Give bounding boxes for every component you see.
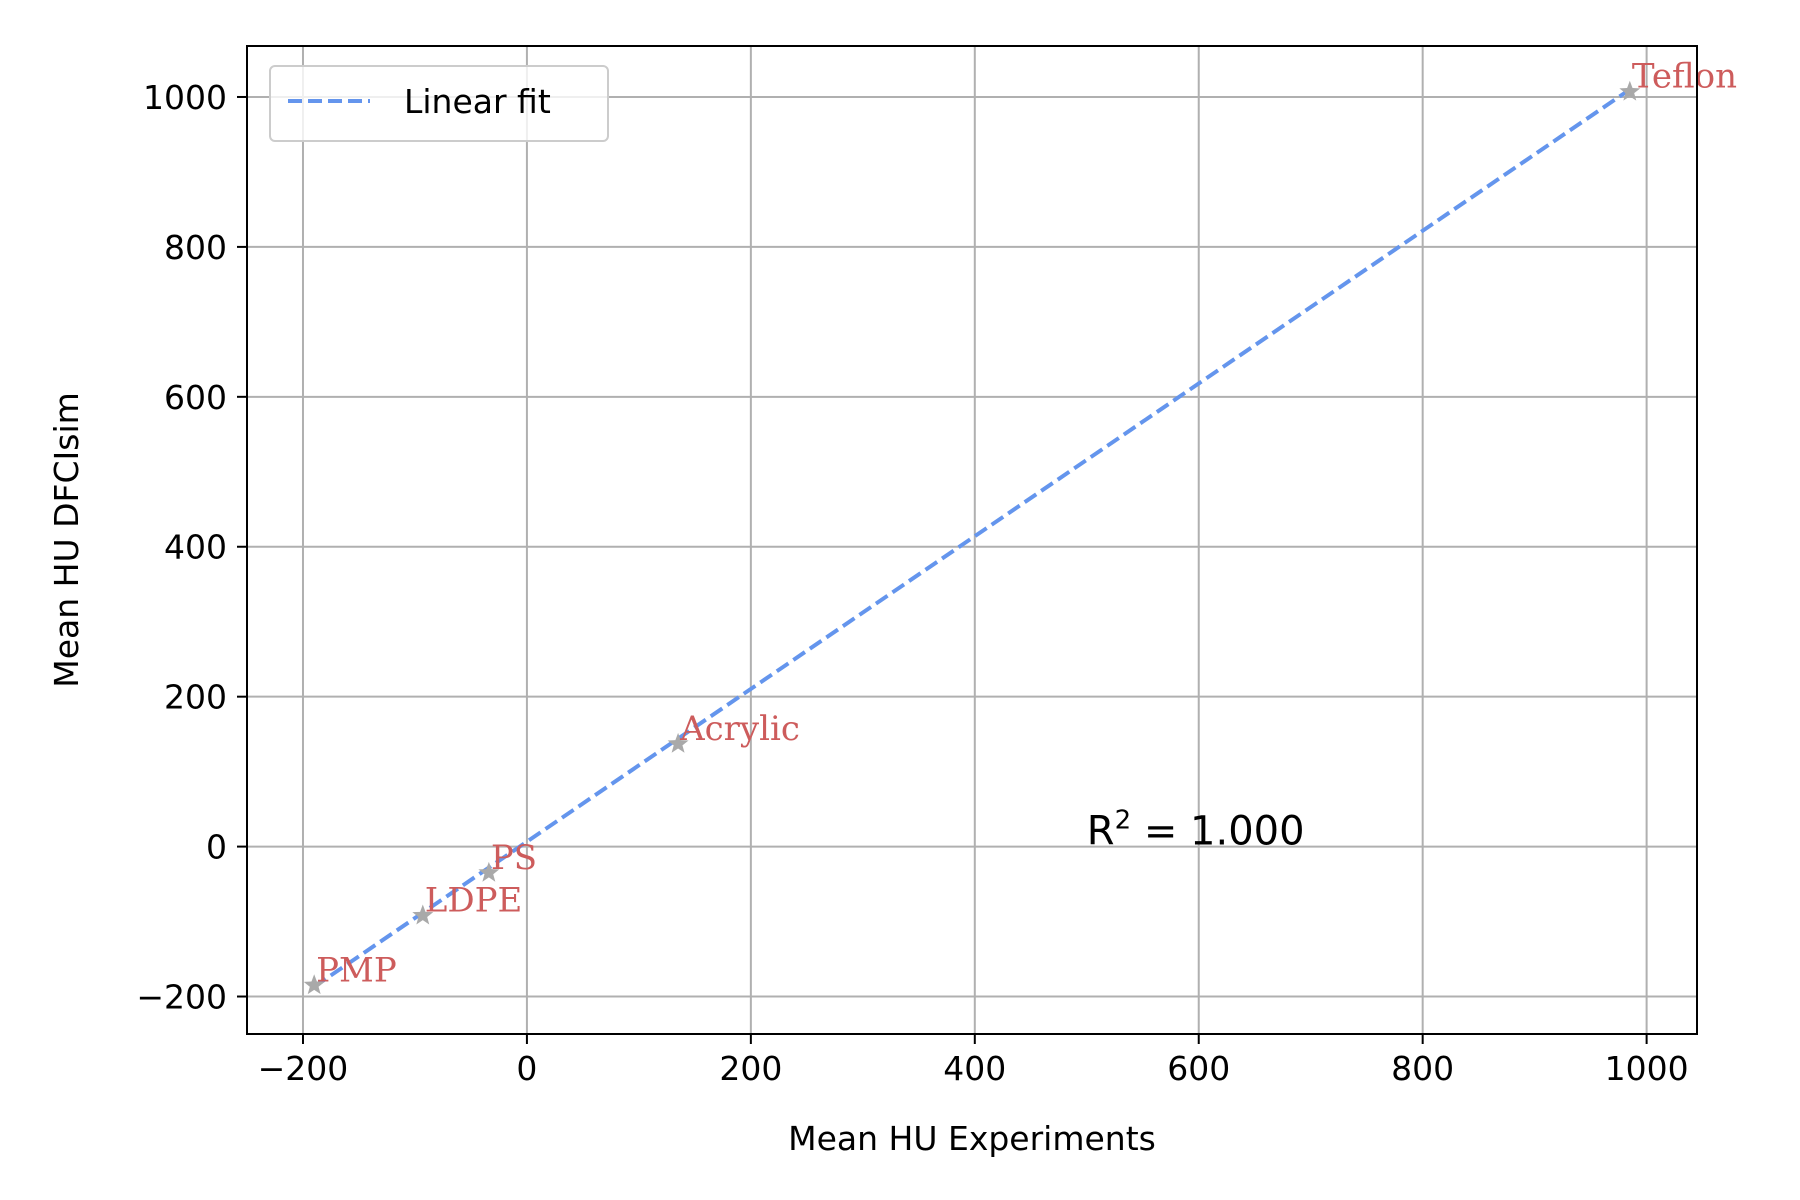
y-tick-label: −200 bbox=[136, 978, 227, 1017]
x-tick-label: 200 bbox=[719, 1049, 782, 1088]
fit-line bbox=[313, 87, 1631, 989]
point-label-ps: PS bbox=[491, 838, 537, 878]
legend: Linear fit bbox=[269, 65, 609, 142]
x-tick-label: 0 bbox=[516, 1049, 537, 1088]
y-tick-label: 200 bbox=[164, 678, 227, 717]
points-layer bbox=[303, 80, 1641, 995]
x-tick-label: 800 bbox=[1391, 1049, 1454, 1088]
y-tick-label: 0 bbox=[206, 828, 227, 867]
plot-frame bbox=[246, 45, 1698, 1035]
r-squared-annotation: R2 = 1.000 bbox=[1087, 806, 1305, 855]
y-tick-label: 1000 bbox=[143, 78, 227, 117]
fit-line-layer bbox=[313, 87, 1631, 989]
point-label-acrylic: Acrylic bbox=[679, 709, 800, 749]
data-point-acrylic bbox=[667, 732, 689, 753]
point-label-teflon: Teflon bbox=[1632, 57, 1737, 97]
data-point-ldpe bbox=[412, 904, 434, 925]
point-label-pmp: PMP bbox=[316, 950, 397, 990]
grid bbox=[247, 46, 1697, 1034]
data-point-ps bbox=[478, 861, 500, 882]
ticks-layer: −200 0 200 400 600 800 1000 −200 0 200 400 600 800 10… bbox=[136, 78, 1688, 1088]
y-tick-label: 800 bbox=[164, 228, 227, 267]
x-tick-label: 400 bbox=[943, 1049, 1006, 1088]
legend-box bbox=[269, 65, 609, 142]
r-squared-value: = 1.000 bbox=[1131, 809, 1304, 855]
r-squared-superscript: 2 bbox=[1115, 806, 1132, 836]
point-label-ldpe: LDPE bbox=[425, 881, 523, 921]
y-tick-label: 600 bbox=[164, 378, 227, 417]
x-axis-title: Mean HU Experiments bbox=[788, 1119, 1156, 1158]
x-tick-label: −200 bbox=[258, 1049, 349, 1088]
data-point-pmp bbox=[303, 974, 325, 995]
x-tick-label: 1000 bbox=[1605, 1049, 1689, 1088]
data-point-teflon bbox=[1619, 80, 1641, 101]
y-tick-label: 400 bbox=[164, 528, 227, 567]
legend-label-linear-fit: Linear fit bbox=[404, 82, 551, 121]
x-tick-label: 600 bbox=[1167, 1049, 1230, 1088]
r-squared-symbol: R bbox=[1087, 809, 1115, 855]
y-axis-title: Mean HU DFCIsim bbox=[47, 392, 86, 688]
